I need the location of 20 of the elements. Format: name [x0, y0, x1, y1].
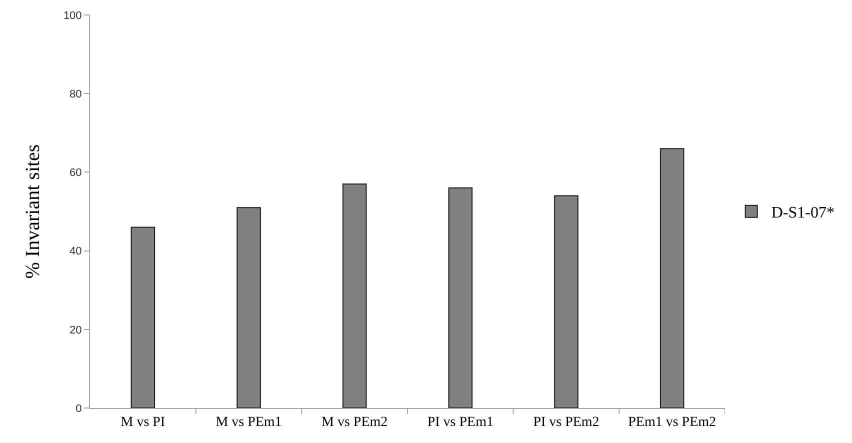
- bar: [236, 207, 261, 408]
- bar: [342, 183, 367, 408]
- x-tick-label: M vs PEm2: [322, 414, 388, 430]
- legend-label: D-S1-07*: [771, 204, 834, 222]
- y-tick-label: 80: [70, 88, 82, 100]
- y-tick-label: 60: [70, 167, 82, 180]
- y-tick-label: 20: [70, 324, 82, 336]
- y-tick-label: 0: [76, 402, 82, 415]
- bar: [660, 148, 684, 408]
- bar: [448, 187, 473, 408]
- bar: [554, 195, 578, 408]
- y-tick-label: 100: [63, 10, 82, 22]
- x-tick-label: PI vs PEm1: [427, 414, 494, 430]
- x-tick-label: PI vs PEm2: [533, 414, 600, 430]
- x-tick-label: PEm1 vs PEm2: [628, 414, 716, 430]
- bar: [130, 226, 156, 408]
- y-axis-title: % Invariant sites: [22, 144, 44, 279]
- y-tick-label: 40: [70, 246, 82, 258]
- x-tick-label: M vs PEm1: [216, 414, 282, 430]
- x-tick-label: M vs PI: [120, 414, 166, 430]
